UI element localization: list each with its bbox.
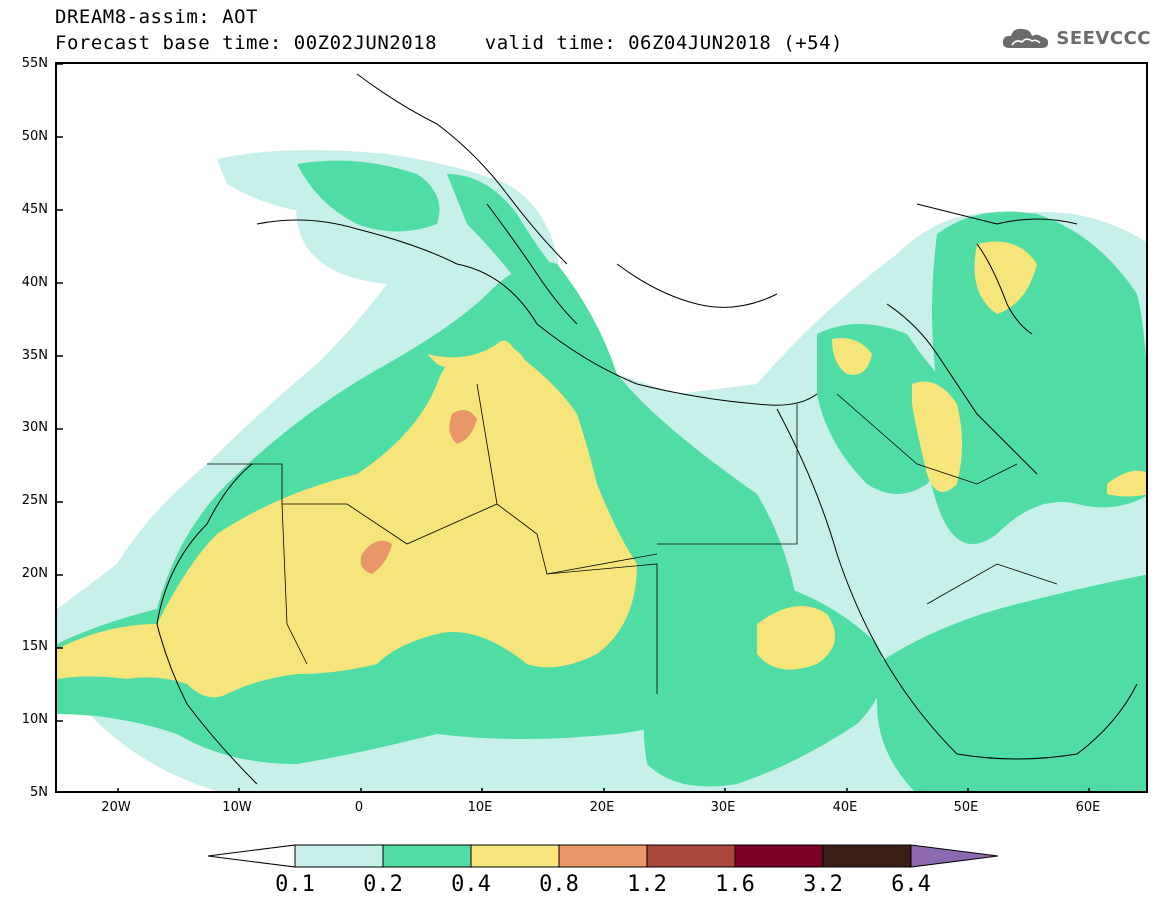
lon-label: 10E [467,800,493,815]
aot-band-0-8 [360,410,477,574]
colorbar-segment [646,844,736,868]
colorbar-label: 0.8 [539,872,579,897]
lat-label: 25N [21,493,48,508]
colorbar-segment [558,844,648,868]
coastlines [156,73,1138,785]
country-borders [207,383,1058,694]
logo-text: SEEVCCC [1056,27,1151,49]
colorbar-label: 3.2 [803,872,843,897]
lon-label: 0 [354,800,364,815]
lat-label: 30N [21,420,48,435]
forecast-map [55,62,1148,793]
colorbar-label: 0.4 [451,872,491,897]
colorbar-segment [470,844,560,868]
lon-label: 50E [953,800,979,815]
lat-label: 50N [21,129,48,144]
lon-label: 40E [832,800,858,815]
seevccc-logo: SEEVCCC [1000,24,1151,52]
colorbar-over-arrow [910,844,999,868]
lon-label: 20E [589,800,615,815]
lat-label: 45N [21,202,48,217]
lat-label: 55N [21,56,48,71]
lat-label: 35N [21,348,48,363]
lat-label: 40N [21,275,48,290]
colorbar-segment [734,844,824,868]
colorbar-label: 0.2 [363,872,403,897]
map-title: DREAM8-assim: AOT [55,6,258,28]
colorbar-label: 1.6 [715,872,755,897]
lon-label: 20W [101,800,131,815]
colorbar-segment [822,844,912,868]
frame-ticks [57,64,1090,791]
lat-label: 5N [30,785,48,800]
lat-label: 15N [21,639,48,654]
map-canvas [57,64,1146,791]
lon-label: 30E [710,800,736,815]
lat-label: 10N [21,712,48,727]
lon-label: 60E [1075,800,1101,815]
lat-label: 20N [21,566,48,581]
cloud-icon [1003,28,1049,48]
aot-band-0-4 [57,241,1146,698]
colorbar-label: 6.4 [891,872,931,897]
colorbar [207,844,999,868]
forecast-time-line: Forecast base time: 00Z02JUN2018 valid t… [55,32,843,54]
colorbar-label: 1.2 [627,872,667,897]
colorbar-under-arrow [207,844,296,868]
colorbar-segment [382,844,472,868]
lon-label: 10W [222,800,252,815]
colorbar-label: 0.1 [275,872,315,897]
colorbar-segment [294,844,384,868]
